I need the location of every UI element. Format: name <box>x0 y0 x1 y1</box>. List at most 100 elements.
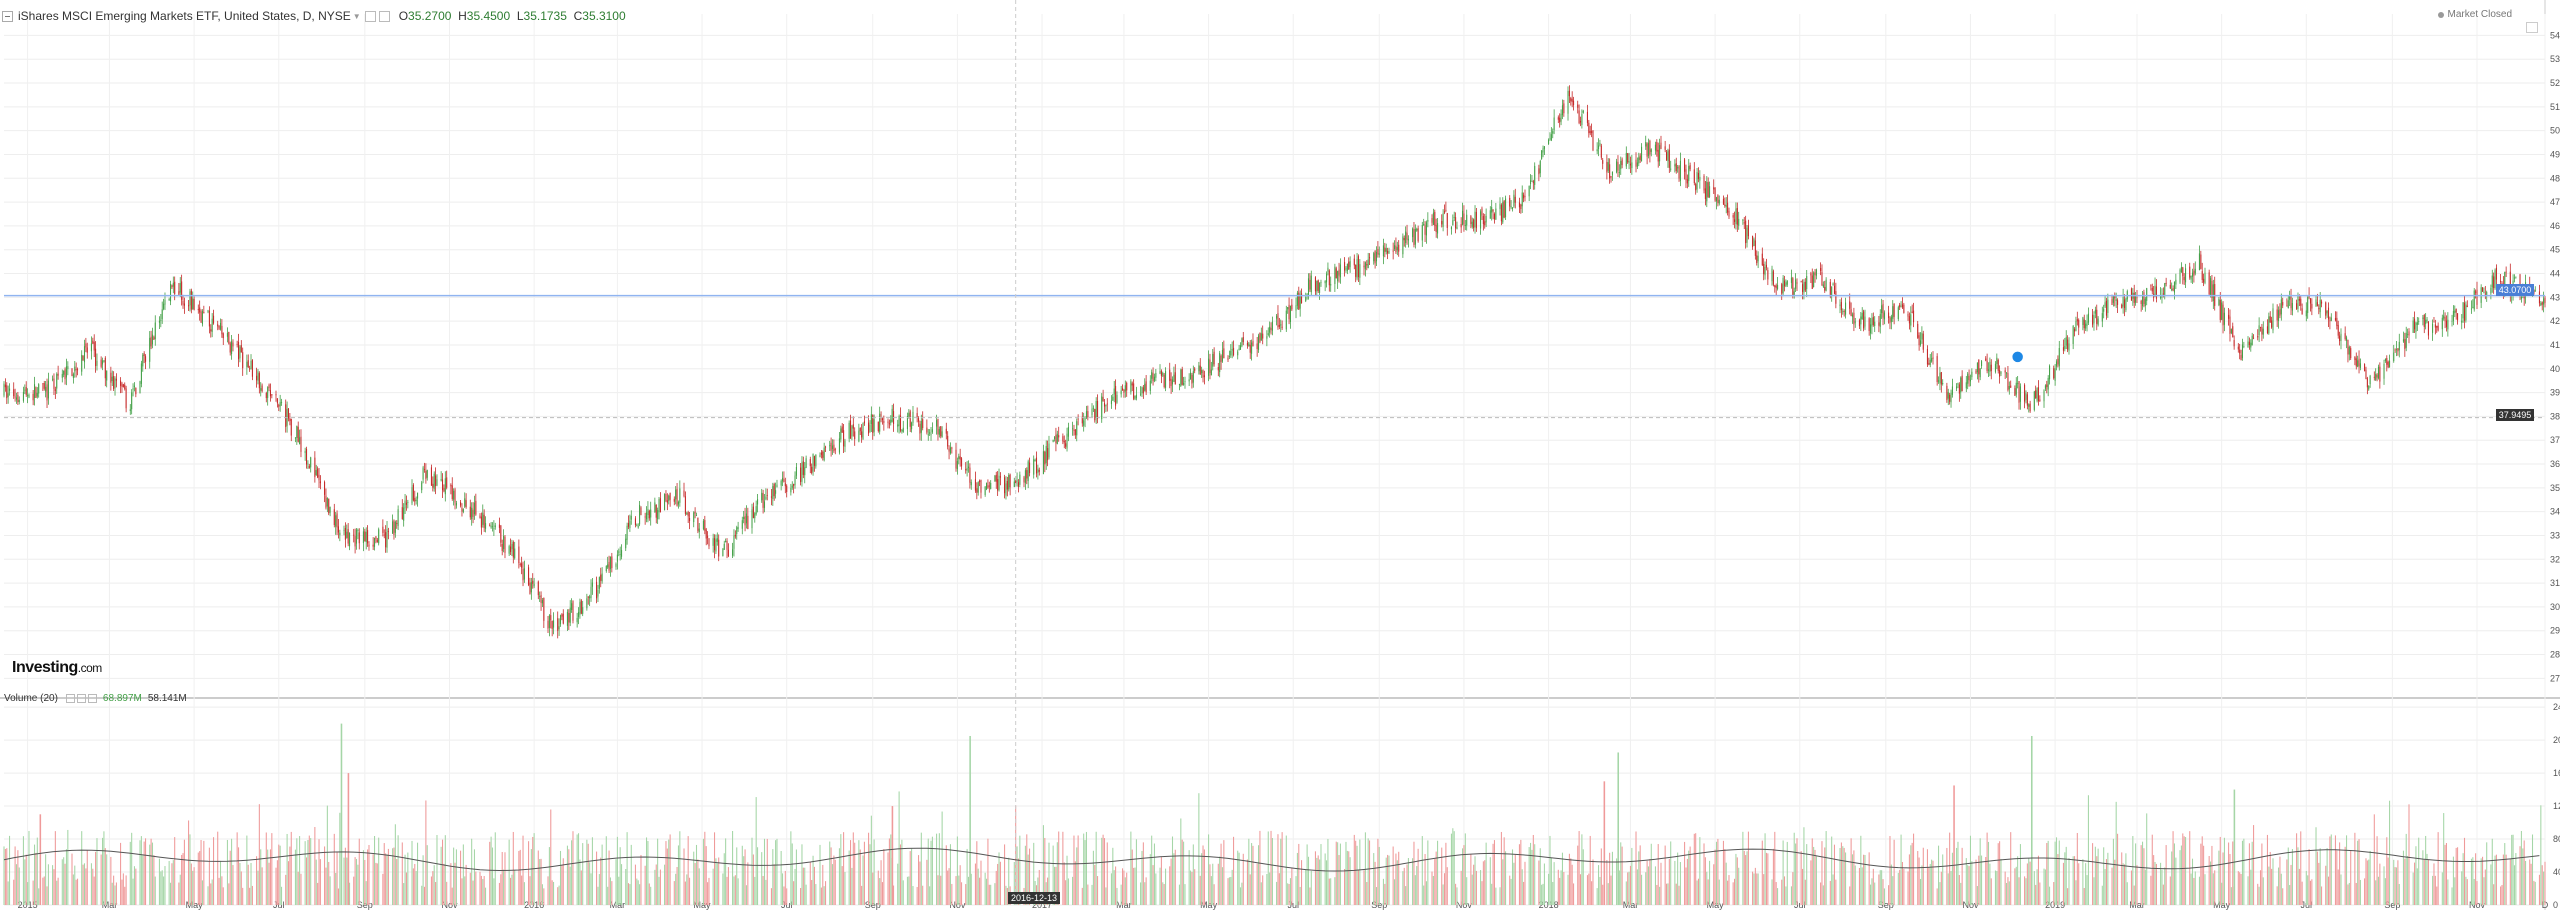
candle-body <box>1335 268 1337 279</box>
volume-bar <box>644 865 646 905</box>
volume-bar <box>2082 859 2084 905</box>
candle-body <box>2033 391 2035 410</box>
volume-bar <box>1242 853 1244 905</box>
candle-body <box>1499 203 1501 209</box>
close-icon[interactable] <box>87 694 97 703</box>
volume-bar <box>396 859 398 905</box>
volume-bar <box>2470 858 2472 905</box>
candle-body <box>2538 291 2540 304</box>
volume-bar <box>2393 859 2395 905</box>
candle-body <box>2491 275 2493 288</box>
volume-bar <box>1864 854 1866 905</box>
volume-bar <box>1202 845 1204 905</box>
volume-bar <box>240 871 242 905</box>
candle-body <box>918 418 920 422</box>
candle-body <box>1309 279 1311 290</box>
candle-body <box>723 543 725 550</box>
candle-body <box>1931 358 1933 362</box>
volume-bar <box>1703 843 1705 905</box>
volume-bar <box>1795 843 1797 905</box>
candle-body <box>961 458 963 467</box>
volume-bar <box>548 847 550 905</box>
volume-bar <box>809 862 811 905</box>
volume-bar <box>1047 877 1049 905</box>
volume-bar <box>444 835 446 905</box>
eye-icon[interactable] <box>364 10 376 22</box>
candle-body <box>2068 343 2070 351</box>
volume-bar <box>2384 878 2386 905</box>
settings-icon[interactable] <box>76 694 86 703</box>
volume-bar <box>673 881 675 905</box>
price-tick-label: 33.0000 <box>2550 530 2560 540</box>
candle-body <box>1280 324 1282 326</box>
chevron-down-icon[interactable]: ▼ <box>352 11 361 21</box>
volume-bar <box>2433 863 2435 905</box>
volume-bar <box>840 834 842 905</box>
volume-bar <box>1571 864 1573 905</box>
volume-bar <box>72 874 74 905</box>
candle-body <box>1048 443 1050 458</box>
volume-bar <box>451 887 453 905</box>
volume-bar <box>1074 861 1076 905</box>
volume-bar <box>1918 857 1920 905</box>
volume-bar <box>1281 832 1283 905</box>
candle-body <box>1213 351 1215 365</box>
price-tick-label: 45.0000 <box>2550 245 2560 255</box>
volume-bar <box>1237 850 1239 905</box>
volume-bar <box>1942 854 1944 905</box>
candle-body <box>1782 277 1784 294</box>
volume-bar <box>1868 852 1870 905</box>
settings-icon[interactable] <box>378 10 390 22</box>
volume-bar <box>1783 876 1786 905</box>
volume-bar <box>1375 887 1378 905</box>
candle-body <box>920 421 922 433</box>
volume-bar <box>1782 840 1784 905</box>
eye-icon[interactable] <box>65 694 75 703</box>
volume-bar <box>1013 861 1015 905</box>
volume-bar <box>2062 862 2064 905</box>
candle-body <box>707 535 709 538</box>
candle-body <box>841 426 843 433</box>
candle-body <box>1035 457 1038 474</box>
candle-body <box>1861 313 1863 320</box>
volume-bar <box>2339 842 2341 905</box>
candle-body <box>401 507 403 519</box>
volume-bar <box>1407 858 1409 905</box>
candle-body <box>2515 276 2517 278</box>
candle-body <box>579 602 581 615</box>
volume-bar <box>219 860 222 905</box>
candle-body <box>2183 276 2185 281</box>
candle-body <box>665 493 667 501</box>
volume-bar <box>1413 841 1415 905</box>
volume-bar <box>328 861 330 905</box>
time-tick-label: Mar <box>102 900 118 910</box>
candle-body <box>1947 392 1949 399</box>
volume-bar <box>2180 845 2182 905</box>
volume-bar <box>1843 847 1845 905</box>
volume-bar <box>164 866 166 905</box>
candle-body <box>358 532 360 544</box>
volume-bar <box>805 884 807 905</box>
collapse-icon[interactable] <box>2 10 13 22</box>
volume-bar <box>2276 886 2278 905</box>
volume-bar <box>1113 870 1115 905</box>
candle-body <box>1722 198 1724 205</box>
candle-body <box>2434 324 2436 328</box>
volume-bar <box>1008 857 1010 905</box>
time-tick-label: May <box>694 900 712 910</box>
volume-bar <box>367 849 369 905</box>
price-tick-label: 46.0000 <box>2550 221 2560 231</box>
volume-bar <box>1793 832 1795 905</box>
candle-body <box>2484 293 2486 295</box>
volume-bar <box>52 865 54 905</box>
volume-bar <box>2308 849 2310 905</box>
volume-bar <box>2115 801 2117 905</box>
volume-bar <box>2475 853 2477 905</box>
candle-body <box>1987 369 1990 371</box>
volume-bar <box>2218 850 2220 905</box>
candle-body <box>1591 131 1593 134</box>
candle-body <box>1610 176 1612 178</box>
scale-toggle-icon[interactable] <box>2526 22 2538 33</box>
candle-body <box>922 419 924 429</box>
